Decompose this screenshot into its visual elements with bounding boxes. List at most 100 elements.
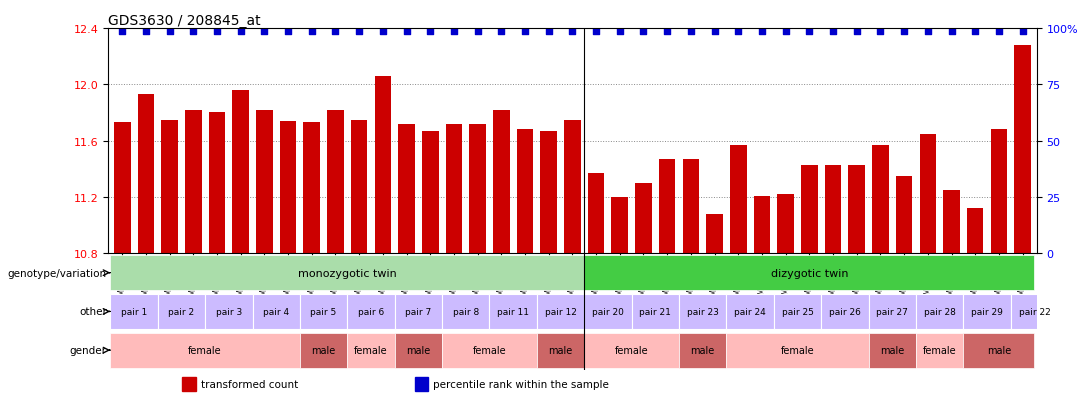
- FancyBboxPatch shape: [205, 294, 253, 329]
- Bar: [659, 159, 675, 254]
- Bar: [351, 120, 367, 254]
- Text: pair 22: pair 22: [1018, 307, 1051, 316]
- Text: genotype/variation: genotype/variation: [8, 268, 107, 278]
- Point: [516, 28, 534, 35]
- Text: pair 20: pair 20: [592, 307, 624, 316]
- Text: pair 12: pair 12: [544, 307, 577, 316]
- Text: pair 3: pair 3: [216, 307, 242, 316]
- Bar: [919, 134, 936, 254]
- FancyBboxPatch shape: [868, 294, 916, 329]
- Point: [895, 28, 913, 35]
- Text: transformed count: transformed count: [201, 379, 298, 389]
- FancyBboxPatch shape: [158, 294, 205, 329]
- Point: [611, 28, 629, 35]
- Bar: [470, 124, 486, 254]
- Text: pair 1: pair 1: [121, 307, 147, 316]
- Text: percentile rank within the sample: percentile rank within the sample: [433, 379, 609, 389]
- Point: [232, 28, 249, 35]
- Bar: [943, 190, 960, 254]
- FancyBboxPatch shape: [963, 333, 1035, 368]
- Bar: [256, 110, 272, 254]
- Text: dizygotic twin: dizygotic twin: [771, 268, 848, 278]
- FancyBboxPatch shape: [916, 333, 963, 368]
- Bar: [303, 123, 320, 254]
- FancyBboxPatch shape: [584, 333, 679, 368]
- Point: [635, 28, 652, 35]
- Text: male: male: [549, 345, 572, 355]
- Point: [730, 28, 747, 35]
- Point: [397, 28, 415, 35]
- Text: pair 11: pair 11: [497, 307, 529, 316]
- FancyBboxPatch shape: [821, 294, 868, 329]
- Bar: [280, 122, 296, 254]
- Bar: [849, 165, 865, 254]
- FancyBboxPatch shape: [300, 294, 348, 329]
- FancyBboxPatch shape: [773, 294, 821, 329]
- Point: [564, 28, 581, 35]
- FancyBboxPatch shape: [348, 294, 394, 329]
- Point: [540, 28, 557, 35]
- FancyBboxPatch shape: [963, 294, 1011, 329]
- FancyBboxPatch shape: [1011, 294, 1058, 329]
- Point: [777, 28, 794, 35]
- Point: [445, 28, 462, 35]
- FancyBboxPatch shape: [679, 294, 727, 329]
- Point: [113, 28, 131, 35]
- Bar: [895, 176, 913, 254]
- Point: [351, 28, 368, 35]
- Point: [280, 28, 297, 35]
- Point: [824, 28, 841, 35]
- Bar: [113, 123, 131, 254]
- Text: pair 27: pair 27: [876, 307, 908, 316]
- Bar: [683, 159, 699, 254]
- FancyBboxPatch shape: [110, 256, 584, 290]
- Text: pair 8: pair 8: [453, 307, 478, 316]
- Bar: [208, 113, 226, 254]
- Text: female: female: [188, 345, 222, 355]
- Bar: [415, 377, 429, 391]
- Bar: [730, 145, 746, 254]
- FancyBboxPatch shape: [110, 333, 300, 368]
- FancyBboxPatch shape: [442, 294, 489, 329]
- Text: pair 28: pair 28: [923, 307, 956, 316]
- Point: [683, 28, 700, 35]
- FancyBboxPatch shape: [110, 294, 158, 329]
- FancyBboxPatch shape: [537, 333, 584, 368]
- Text: female: female: [922, 345, 957, 355]
- Text: pair 2: pair 2: [168, 307, 194, 316]
- Text: pair 4: pair 4: [264, 307, 289, 316]
- Bar: [183, 377, 197, 391]
- Point: [256, 28, 273, 35]
- Text: pair 23: pair 23: [687, 307, 718, 316]
- Bar: [232, 91, 249, 254]
- Point: [659, 28, 676, 35]
- FancyBboxPatch shape: [868, 333, 916, 368]
- Bar: [327, 110, 343, 254]
- Text: female: female: [473, 345, 507, 355]
- Bar: [967, 209, 984, 254]
- FancyBboxPatch shape: [394, 333, 442, 368]
- Point: [1014, 28, 1031, 35]
- FancyBboxPatch shape: [584, 256, 1035, 290]
- Point: [137, 28, 154, 35]
- Bar: [1014, 46, 1031, 254]
- Text: male: male: [987, 345, 1011, 355]
- Bar: [611, 197, 629, 254]
- Bar: [754, 196, 770, 254]
- Point: [919, 28, 936, 35]
- FancyBboxPatch shape: [394, 294, 442, 329]
- Bar: [422, 131, 438, 254]
- Text: male: male: [311, 345, 336, 355]
- Bar: [873, 145, 889, 254]
- Bar: [778, 195, 794, 254]
- Bar: [161, 120, 178, 254]
- FancyBboxPatch shape: [348, 333, 394, 368]
- Text: pair 21: pair 21: [639, 307, 672, 316]
- FancyBboxPatch shape: [253, 294, 300, 329]
- Point: [588, 28, 605, 35]
- Text: female: female: [615, 345, 648, 355]
- Text: pair 25: pair 25: [782, 307, 813, 316]
- Text: female: female: [781, 345, 814, 355]
- Text: other: other: [79, 307, 107, 317]
- FancyBboxPatch shape: [584, 294, 632, 329]
